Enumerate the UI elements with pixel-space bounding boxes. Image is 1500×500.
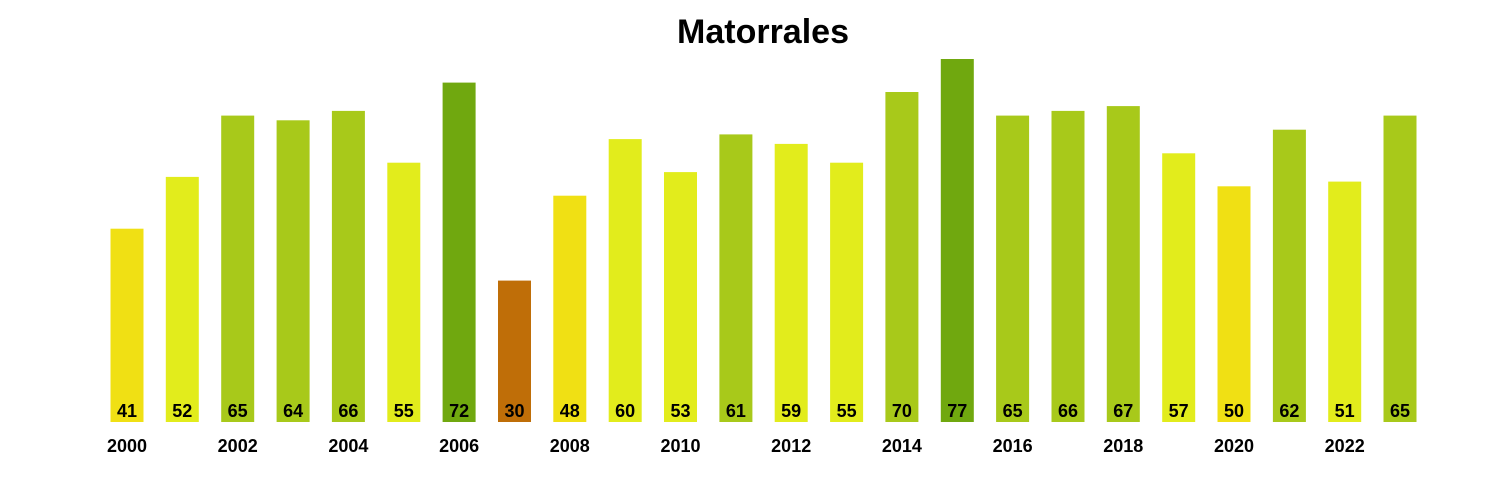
value-label-2010: 53 (670, 401, 690, 421)
bar-2012 (774, 143, 808, 422)
bar-2004 (331, 110, 365, 423)
value-label-2008: 48 (560, 401, 580, 421)
bar-2003 (276, 120, 310, 423)
x-tick-label-2012: 2012 (771, 436, 811, 456)
bar-2010 (664, 172, 697, 422)
value-label-2001: 52 (172, 401, 192, 421)
bar-2000 (110, 228, 144, 422)
x-tick-label-2010: 2010 (660, 436, 700, 456)
x-axis-tick-labels: 2000 2002 2004 2006 2008 2010 2012 2014 2016 2018… (107, 436, 1365, 456)
value-label-2006: 72 (449, 401, 469, 421)
value-label-2011: 61 (726, 401, 746, 421)
bar-2018 (1106, 106, 1140, 422)
bar-2006 (442, 82, 476, 422)
value-label-2015: 77 (947, 401, 967, 421)
value-labels-group: 41 52 65 64 66 55 72 30 48 60 53 61 59 55 70 77 65 66 67 57… (117, 401, 1410, 421)
x-tick-label-2006: 2006 (439, 436, 479, 456)
bar-2001 (165, 176, 199, 422)
value-label-2002: 65 (228, 401, 248, 421)
bar-2007 (498, 280, 531, 422)
value-label-2012: 59 (781, 401, 801, 421)
bar-2013 (830, 162, 864, 422)
value-label-2005: 55 (394, 401, 414, 421)
x-tick-label-2016: 2016 (993, 436, 1033, 456)
x-tick-label-2022: 2022 (1325, 436, 1365, 456)
bar-2017 (1051, 110, 1085, 423)
bar-2015 (940, 59, 974, 422)
value-label-2022: 51 (1335, 401, 1355, 421)
bar-2009 (608, 139, 642, 422)
x-tick-label-2014: 2014 (882, 436, 922, 456)
chart-title: Matorrales (677, 13, 849, 51)
value-label-2018: 67 (1113, 401, 1133, 421)
value-label-2023: 65 (1390, 401, 1410, 421)
bar-2022 (1328, 181, 1362, 422)
value-label-2016: 65 (1003, 401, 1023, 421)
x-tick-label-2008: 2008 (550, 436, 590, 456)
bars-group (110, 59, 1417, 423)
x-tick-label-2018: 2018 (1103, 436, 1143, 456)
value-label-2019: 57 (1169, 401, 1189, 421)
value-label-2009: 60 (615, 401, 635, 421)
value-label-2003: 64 (283, 401, 303, 421)
bar-2016 (996, 115, 1030, 422)
bar-2014 (885, 92, 919, 422)
x-tick-label-2020: 2020 (1214, 436, 1254, 456)
bar-2020 (1217, 186, 1251, 422)
value-label-2020: 50 (1224, 401, 1244, 421)
value-label-2004: 66 (338, 401, 358, 421)
bar-2011 (719, 134, 753, 422)
bar-2023 (1383, 115, 1417, 422)
bar-2008 (553, 195, 587, 422)
x-tick-label-2002: 2002 (218, 436, 258, 456)
x-tick-label-2000: 2000 (107, 436, 147, 456)
value-label-2000: 41 (117, 401, 137, 421)
bar-2005 (387, 162, 421, 422)
value-label-2014: 70 (892, 401, 912, 421)
bar-2019 (1162, 153, 1196, 423)
value-label-2017: 66 (1058, 401, 1078, 421)
value-label-2007: 30 (504, 401, 524, 421)
bar-2002 (221, 115, 255, 422)
value-label-2013: 55 (837, 401, 857, 421)
bar-2021 (1272, 129, 1306, 422)
x-tick-label-2004: 2004 (328, 436, 368, 456)
value-label-2021: 62 (1279, 401, 1299, 421)
